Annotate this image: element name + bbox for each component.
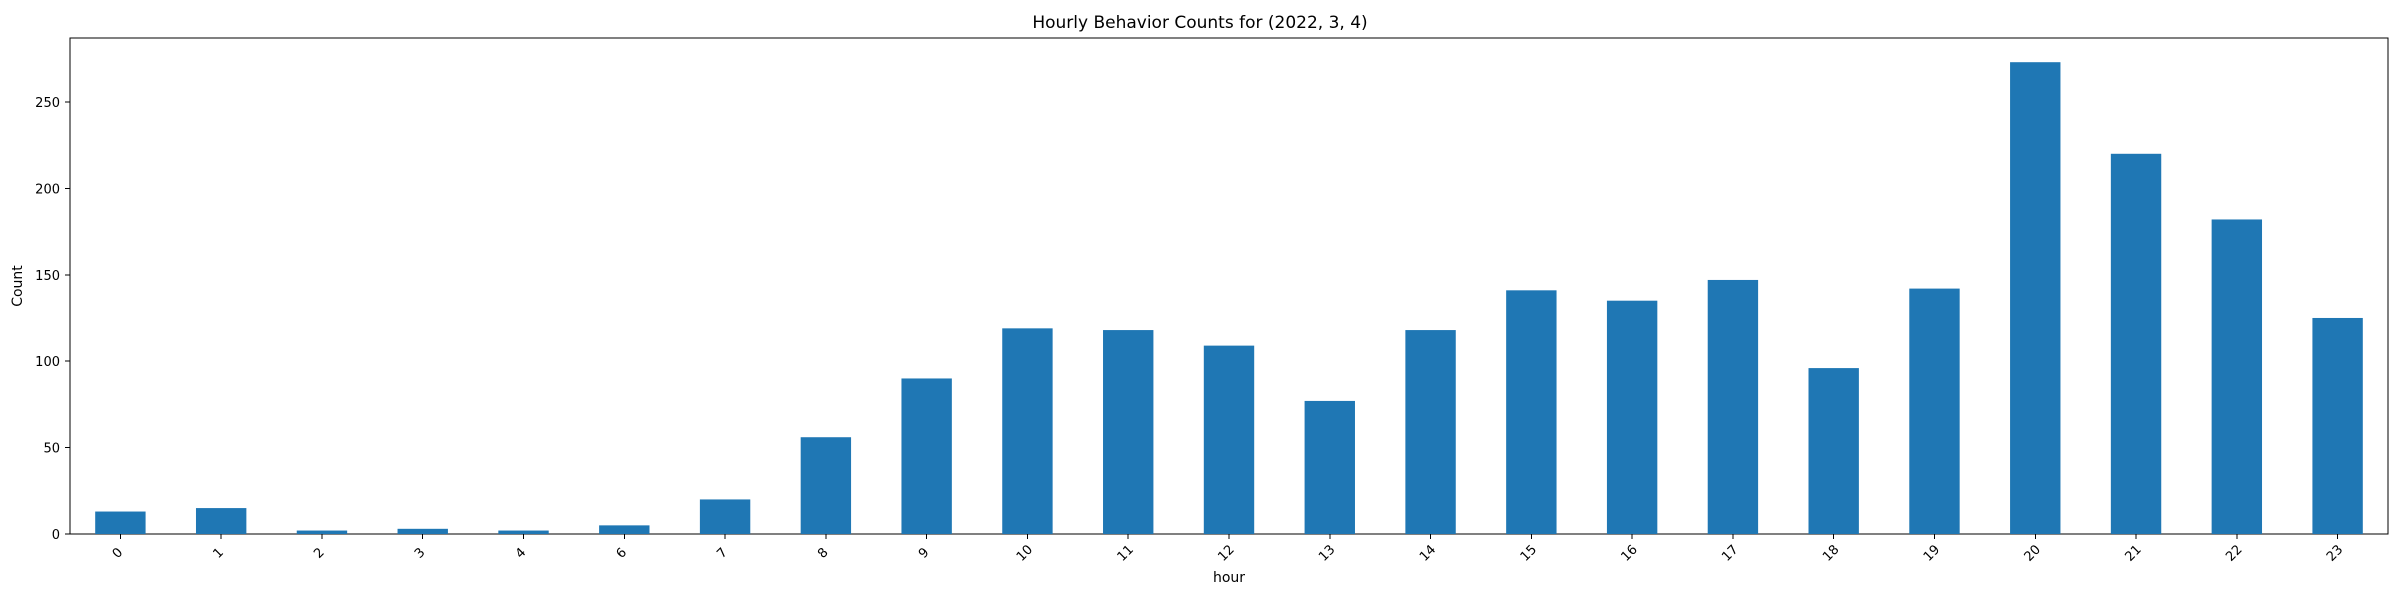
y-tick-label: 200 bbox=[35, 182, 60, 197]
x-tick-label: 3 bbox=[412, 545, 428, 561]
bar-hour-8 bbox=[800, 437, 852, 534]
bar-hour-23 bbox=[2312, 317, 2363, 534]
x-tick-label: 8 bbox=[815, 545, 831, 561]
bar-hour-12 bbox=[1203, 345, 1255, 534]
bar-hour-18 bbox=[1808, 368, 1859, 534]
bar-hour-11 bbox=[1103, 330, 1154, 534]
x-tick-label: 19 bbox=[1921, 542, 1943, 564]
bar-hour-16 bbox=[1606, 300, 1658, 534]
bar-hour-13 bbox=[1304, 400, 1355, 534]
bars-layer bbox=[95, 62, 2363, 534]
y-axis-label: Count bbox=[10, 265, 26, 307]
x-tick-label: 12 bbox=[1215, 542, 1237, 564]
y-tick-label: 100 bbox=[35, 355, 60, 370]
bar-hour-22 bbox=[2211, 219, 2263, 534]
x-tick-label: 13 bbox=[1316, 542, 1338, 564]
x-tick-label: 22 bbox=[2223, 542, 2245, 564]
x-tick-label: 2 bbox=[311, 545, 327, 561]
x-tick-label: 18 bbox=[1820, 542, 1842, 564]
x-axis: 0 1 2 3 4 6 7 8 9 10 11 12 13 14 15 16 17 18 19 20 21 22 23 bbox=[110, 534, 2346, 565]
x-tick-label: 21 bbox=[2122, 542, 2144, 564]
x-tick-label: 17 bbox=[1719, 542, 1741, 564]
y-tick-label: 50 bbox=[43, 442, 60, 457]
bar-hour-19 bbox=[1909, 288, 1960, 534]
x-tick-label: 6 bbox=[614, 545, 630, 561]
x-tick-label: 10 bbox=[1014, 542, 1036, 564]
y-tick-label: 250 bbox=[35, 96, 60, 111]
bar-hour-17 bbox=[1707, 279, 1759, 534]
x-tick-label: 9 bbox=[916, 545, 932, 561]
bar-hour-0 bbox=[95, 511, 146, 534]
x-tick-label: 16 bbox=[1619, 542, 1641, 564]
bar-hour-2 bbox=[296, 530, 348, 534]
bar-hour-21 bbox=[2110, 153, 2162, 534]
x-tick-label: 11 bbox=[1115, 542, 1137, 564]
x-tick-label: 1 bbox=[210, 545, 226, 561]
x-tick-label: 4 bbox=[513, 545, 529, 561]
x-tick-label: 0 bbox=[110, 545, 126, 561]
x-tick-label: 14 bbox=[1417, 542, 1439, 564]
bar-hour-4 bbox=[498, 530, 549, 534]
x-tick-label: 20 bbox=[2022, 542, 2044, 564]
y-tick-label: 150 bbox=[35, 269, 60, 284]
bar-hour-6 bbox=[599, 525, 650, 534]
bar-hour-10 bbox=[1002, 328, 1053, 534]
bar-hour-14 bbox=[1405, 330, 1456, 534]
bar-hour-1 bbox=[195, 508, 247, 534]
chart-title: Hourly Behavior Counts for (2022, 3, 4) bbox=[1032, 13, 1367, 33]
x-tick-label: 15 bbox=[1518, 542, 1540, 564]
bar-hour-7 bbox=[699, 499, 751, 534]
y-axis: 0 50 100 150 200 250 bbox=[35, 96, 70, 543]
bar-hour-3 bbox=[397, 528, 448, 534]
x-axis-label: hour bbox=[1213, 570, 1245, 586]
bar-hour-20 bbox=[2010, 62, 2061, 534]
bar-hour-15 bbox=[1506, 290, 1557, 534]
bar-hour-9 bbox=[901, 378, 952, 534]
x-tick-label: 7 bbox=[714, 545, 730, 561]
y-tick-label: 0 bbox=[52, 528, 60, 543]
x-tick-label: 23 bbox=[2324, 542, 2346, 564]
